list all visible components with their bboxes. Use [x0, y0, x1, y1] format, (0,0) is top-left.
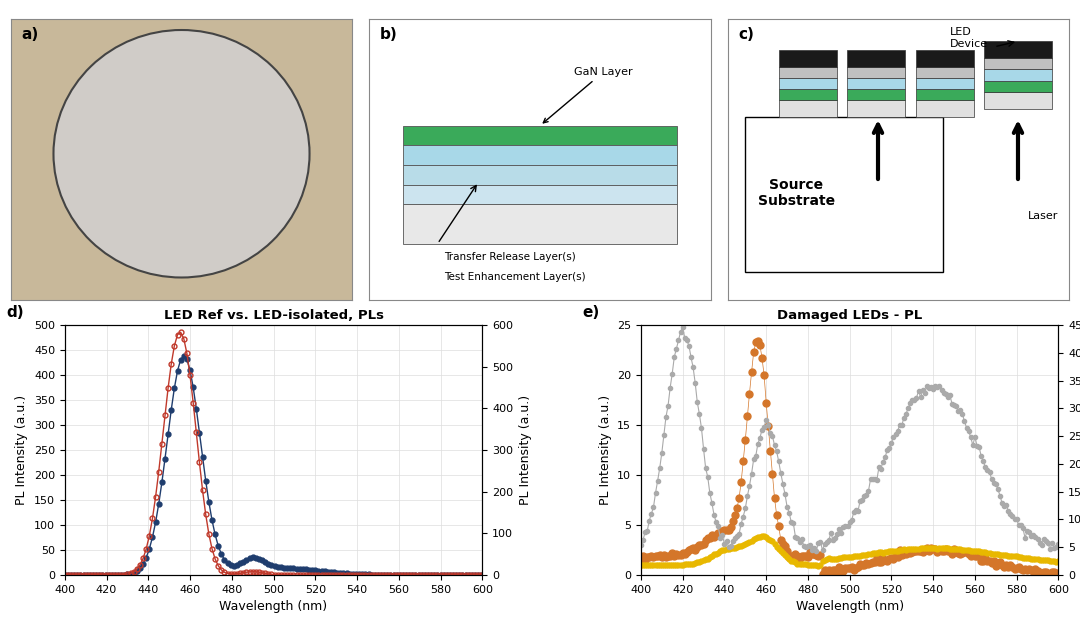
Text: d): d) — [6, 305, 24, 320]
Text: c): c) — [738, 27, 754, 42]
Bar — [848, 89, 905, 100]
Bar — [779, 100, 837, 118]
Bar — [916, 89, 973, 100]
d1547-dead — [756, 532, 769, 539]
d1544-damaged — [676, 324, 689, 331]
d1544-damaged — [1021, 528, 1034, 535]
Bar — [916, 49, 973, 66]
Text: Source
Substrate: Source Substrate — [757, 178, 835, 208]
Text: Test Enhancement Layer(s): Test Enhancement Layer(s) — [444, 272, 586, 282]
d1544-damaged — [810, 547, 823, 554]
d1547-dead — [672, 561, 685, 569]
Y-axis label: PL Intensity (a.u.): PL Intensity (a.u.) — [598, 395, 611, 505]
Text: LED
Device: LED Device — [949, 27, 988, 49]
Bar — [404, 165, 676, 185]
Bar — [848, 100, 905, 118]
Bar — [984, 69, 1052, 81]
Text: Transfer Release Layer(s): Transfer Release Layer(s) — [444, 252, 576, 262]
X-axis label: Wavelength (nm): Wavelength (nm) — [796, 600, 904, 613]
X-axis label: Wavelength (nm): Wavelength (nm) — [219, 600, 327, 613]
d1611-minor — [788, 551, 801, 558]
d1544-damaged — [636, 536, 649, 544]
d1611-minor — [1018, 566, 1031, 573]
Bar — [779, 66, 837, 78]
Ellipse shape — [54, 30, 310, 278]
Bar — [848, 49, 905, 66]
Bar — [984, 58, 1052, 69]
Text: e): e) — [582, 305, 599, 320]
d1547-dead — [788, 559, 801, 566]
Bar — [404, 185, 676, 204]
Bar — [404, 204, 676, 244]
d1544-damaged — [634, 541, 647, 549]
d1611-minor — [752, 337, 765, 344]
d1547-dead — [1021, 554, 1034, 562]
d1547-dead — [1052, 558, 1065, 565]
Y-axis label: PL Intensity (a.u.): PL Intensity (a.u.) — [15, 395, 28, 505]
Bar — [404, 145, 676, 165]
d1547-dead — [814, 561, 827, 569]
Line: d1611-minor: d1611-minor — [637, 338, 1062, 579]
Bar — [779, 78, 837, 89]
d1547-dead — [636, 561, 649, 569]
Bar — [404, 126, 676, 145]
Line: d1547-dead: d1547-dead — [638, 534, 1061, 568]
Bar — [848, 78, 905, 89]
d1547-dead — [634, 562, 647, 569]
d1611-minor — [672, 551, 685, 559]
Text: b): b) — [379, 27, 397, 42]
d1544-damaged — [1052, 541, 1065, 548]
Bar — [745, 118, 943, 272]
Y-axis label: PL Intensity (a.u.): PL Intensity (a.u.) — [518, 395, 531, 505]
d1544-damaged — [788, 533, 801, 541]
d1611-minor — [636, 552, 649, 559]
Text: GaN Layer: GaN Layer — [543, 67, 633, 123]
Bar — [916, 100, 973, 118]
d1547-dead — [812, 562, 825, 569]
Bar — [984, 92, 1052, 109]
Text: a): a) — [21, 27, 38, 42]
Bar — [848, 66, 905, 78]
d1611-minor — [812, 552, 825, 559]
d1611-minor — [862, 560, 875, 568]
Text: Laser: Laser — [1028, 211, 1058, 221]
d1611-minor — [1041, 571, 1054, 579]
Bar — [779, 49, 837, 66]
d1547-dead — [864, 550, 877, 558]
Bar — [916, 78, 973, 89]
Bar — [984, 41, 1052, 58]
d1544-damaged — [672, 337, 685, 344]
Bar — [984, 81, 1052, 92]
d1611-minor — [1052, 570, 1065, 578]
d1611-minor — [634, 552, 647, 560]
Title: LED Ref vs. LED-isolated, PLs: LED Ref vs. LED-isolated, PLs — [163, 309, 383, 322]
Bar — [916, 66, 973, 78]
Bar — [779, 89, 837, 100]
d1544-damaged — [814, 538, 827, 546]
d1544-damaged — [864, 476, 877, 483]
Title: Damaged LEDs - PL: Damaged LEDs - PL — [777, 309, 922, 322]
Line: d1544-damaged: d1544-damaged — [639, 325, 1061, 552]
